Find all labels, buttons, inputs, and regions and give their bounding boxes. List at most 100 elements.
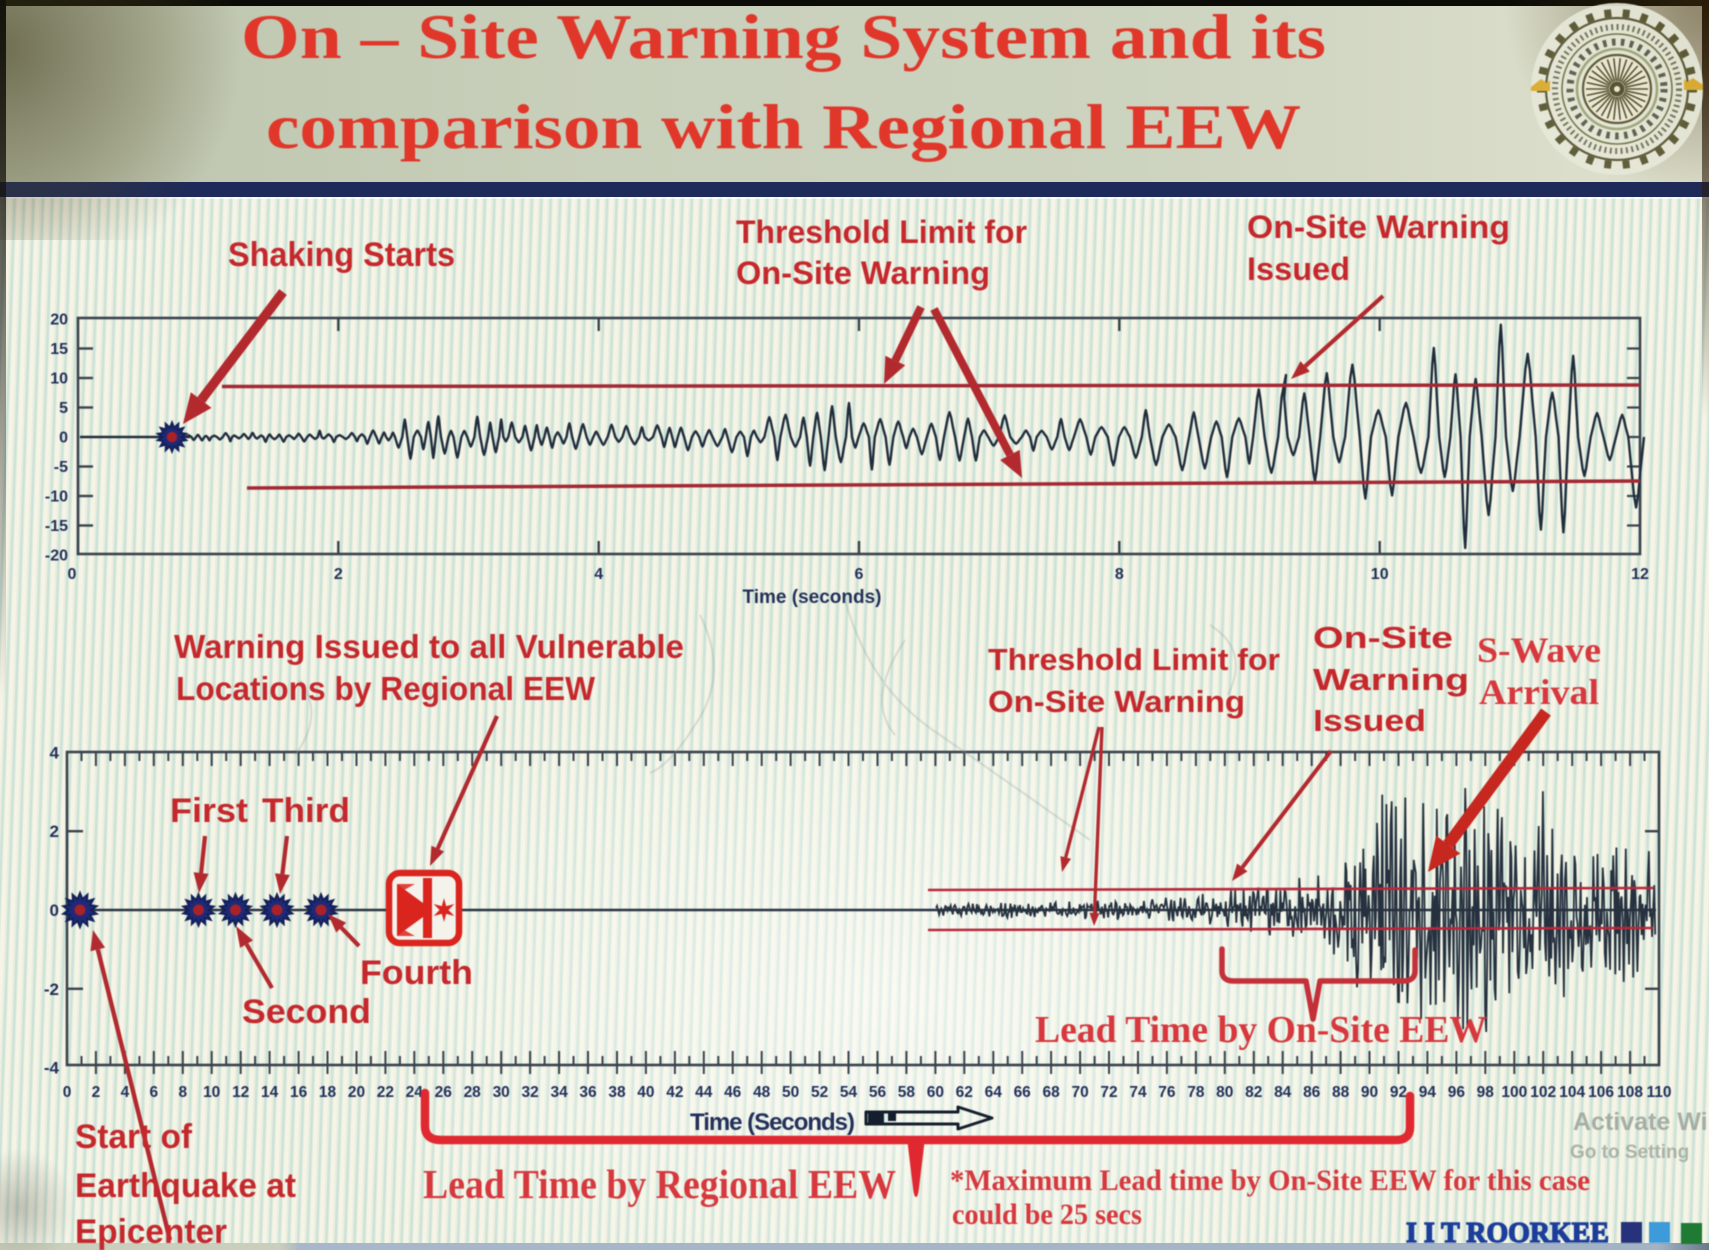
svg-text:66: 66 xyxy=(1014,1084,1032,1101)
svg-text:98: 98 xyxy=(1477,1084,1495,1101)
svg-text:62: 62 xyxy=(956,1084,973,1101)
svg-text:20: 20 xyxy=(50,312,68,329)
svg-text:16: 16 xyxy=(290,1084,308,1101)
svg-text:10: 10 xyxy=(1371,566,1389,583)
svg-text:-2: -2 xyxy=(44,980,59,999)
svg-text:On-Site: On-Site xyxy=(1313,620,1453,655)
svg-text:24: 24 xyxy=(406,1084,424,1101)
svg-text:100: 100 xyxy=(1501,1084,1527,1101)
svg-text:18: 18 xyxy=(319,1084,337,1101)
svg-text:comparison with Regional EEW: comparison with Regional EEW xyxy=(266,91,1301,162)
svg-text:44: 44 xyxy=(695,1084,713,1101)
svg-text:On – Site Warning System and i: On – Site Warning System and its xyxy=(241,1,1326,72)
svg-text:Epicenter: Epicenter xyxy=(75,1213,227,1250)
svg-text:106: 106 xyxy=(1588,1084,1614,1101)
svg-text:2: 2 xyxy=(92,1084,101,1101)
svg-text:26: 26 xyxy=(435,1084,453,1101)
svg-text:50: 50 xyxy=(782,1084,799,1101)
svg-text:80: 80 xyxy=(1216,1084,1233,1101)
svg-text:52: 52 xyxy=(811,1084,828,1101)
svg-text:64: 64 xyxy=(985,1084,1003,1101)
svg-text:Locations by Regional EEW: Locations by Regional EEW xyxy=(176,670,596,707)
svg-text:Arrival: Arrival xyxy=(1479,672,1599,712)
svg-text:Warning Issued to all Vulnerab: Warning Issued to all Vulnerable xyxy=(174,628,684,665)
svg-text:-15: -15 xyxy=(45,518,68,535)
svg-text:2: 2 xyxy=(334,566,343,583)
svg-text:96: 96 xyxy=(1448,1084,1466,1101)
svg-text:*Maximum Lead time by On-Site: *Maximum Lead time by On-Site EEW for th… xyxy=(950,1164,1590,1197)
svg-text:74: 74 xyxy=(1129,1084,1147,1101)
svg-text:On-Site Warning: On-Site Warning xyxy=(736,255,990,291)
svg-text:Threshold Limit for: Threshold Limit for xyxy=(736,214,1027,250)
svg-text:First: First xyxy=(170,792,248,830)
svg-text:Issued: Issued xyxy=(1313,703,1426,738)
svg-text:102: 102 xyxy=(1530,1084,1556,1101)
svg-text:Lead Time by On-Site EEW: Lead Time by On-Site EEW xyxy=(1035,1009,1487,1051)
svg-text:0: 0 xyxy=(68,566,77,583)
svg-text:8: 8 xyxy=(1115,566,1124,583)
svg-text:72: 72 xyxy=(1100,1084,1117,1101)
svg-text:4: 4 xyxy=(50,743,60,762)
svg-text:110: 110 xyxy=(1646,1084,1671,1101)
svg-text:Start of: Start of xyxy=(75,1118,193,1156)
svg-text:5: 5 xyxy=(59,400,68,417)
svg-text:0: 0 xyxy=(50,901,59,920)
svg-text:68: 68 xyxy=(1042,1084,1060,1101)
svg-text:Go to Setting: Go to Setting xyxy=(1570,1142,1689,1163)
svg-text:could be 25 secs: could be 25 secs xyxy=(952,1198,1142,1231)
svg-text:6: 6 xyxy=(855,566,864,583)
svg-text:On-Site Warning: On-Site Warning xyxy=(1247,209,1510,245)
svg-text:2: 2 xyxy=(50,822,59,841)
svg-text:84: 84 xyxy=(1274,1084,1292,1101)
svg-text:30: 30 xyxy=(493,1084,510,1101)
svg-text:-20: -20 xyxy=(45,548,68,565)
svg-text:54: 54 xyxy=(840,1084,858,1101)
svg-text:92: 92 xyxy=(1390,1084,1407,1101)
svg-text:Time (Seconds): Time (Seconds) xyxy=(690,1109,855,1136)
svg-text:Shaking Starts: Shaking Starts xyxy=(228,236,455,274)
svg-text:108: 108 xyxy=(1617,1084,1643,1101)
svg-text:Activate Wi: Activate Wi xyxy=(1573,1108,1708,1136)
svg-text:0: 0 xyxy=(63,1084,72,1101)
svg-text:6: 6 xyxy=(149,1084,158,1101)
svg-text:S-Wave: S-Wave xyxy=(1477,630,1601,670)
svg-text:42: 42 xyxy=(666,1084,683,1101)
svg-text:70: 70 xyxy=(1071,1084,1088,1101)
svg-text:10: 10 xyxy=(203,1084,220,1101)
svg-text:58: 58 xyxy=(898,1084,916,1101)
svg-text:38: 38 xyxy=(608,1084,626,1101)
svg-text:Time (seconds): Time (seconds) xyxy=(742,587,881,608)
svg-text:Threshold Limit for: Threshold Limit for xyxy=(988,642,1280,677)
svg-text:-4: -4 xyxy=(44,1059,60,1078)
svg-text:36: 36 xyxy=(579,1084,597,1101)
svg-text:4: 4 xyxy=(121,1084,130,1101)
svg-text:I I T ROORKEE: I I T ROORKEE xyxy=(1406,1218,1609,1249)
svg-text:86: 86 xyxy=(1303,1084,1321,1101)
svg-text:104: 104 xyxy=(1559,1084,1585,1101)
svg-text:10: 10 xyxy=(50,371,68,388)
svg-text:90: 90 xyxy=(1361,1084,1378,1101)
svg-text:34: 34 xyxy=(550,1084,568,1101)
svg-text:14: 14 xyxy=(261,1084,279,1101)
svg-text:48: 48 xyxy=(753,1084,771,1101)
svg-text:82: 82 xyxy=(1245,1084,1262,1101)
svg-text:40: 40 xyxy=(637,1084,654,1101)
svg-text:0: 0 xyxy=(59,430,68,447)
svg-text:-10: -10 xyxy=(45,489,68,506)
svg-text:Earthquake at: Earthquake at xyxy=(75,1167,296,1205)
svg-text:88: 88 xyxy=(1332,1084,1350,1101)
svg-text:Second: Second xyxy=(242,993,371,1031)
svg-text:32: 32 xyxy=(521,1084,538,1101)
svg-text:15: 15 xyxy=(50,341,68,358)
svg-text:22: 22 xyxy=(377,1084,394,1101)
svg-text:20: 20 xyxy=(348,1084,365,1101)
svg-text:76: 76 xyxy=(1158,1084,1176,1101)
svg-text:4: 4 xyxy=(594,566,603,583)
svg-text:56: 56 xyxy=(869,1084,887,1101)
svg-text:12: 12 xyxy=(1631,566,1649,583)
svg-text:Issued: Issued xyxy=(1247,251,1350,287)
svg-text:-5: -5 xyxy=(54,459,68,476)
svg-text:Third: Third xyxy=(262,792,350,830)
svg-text:Fourth: Fourth xyxy=(360,954,473,992)
svg-text:Lead Time by Regional EEW: Lead Time by Regional EEW xyxy=(423,1161,896,1207)
